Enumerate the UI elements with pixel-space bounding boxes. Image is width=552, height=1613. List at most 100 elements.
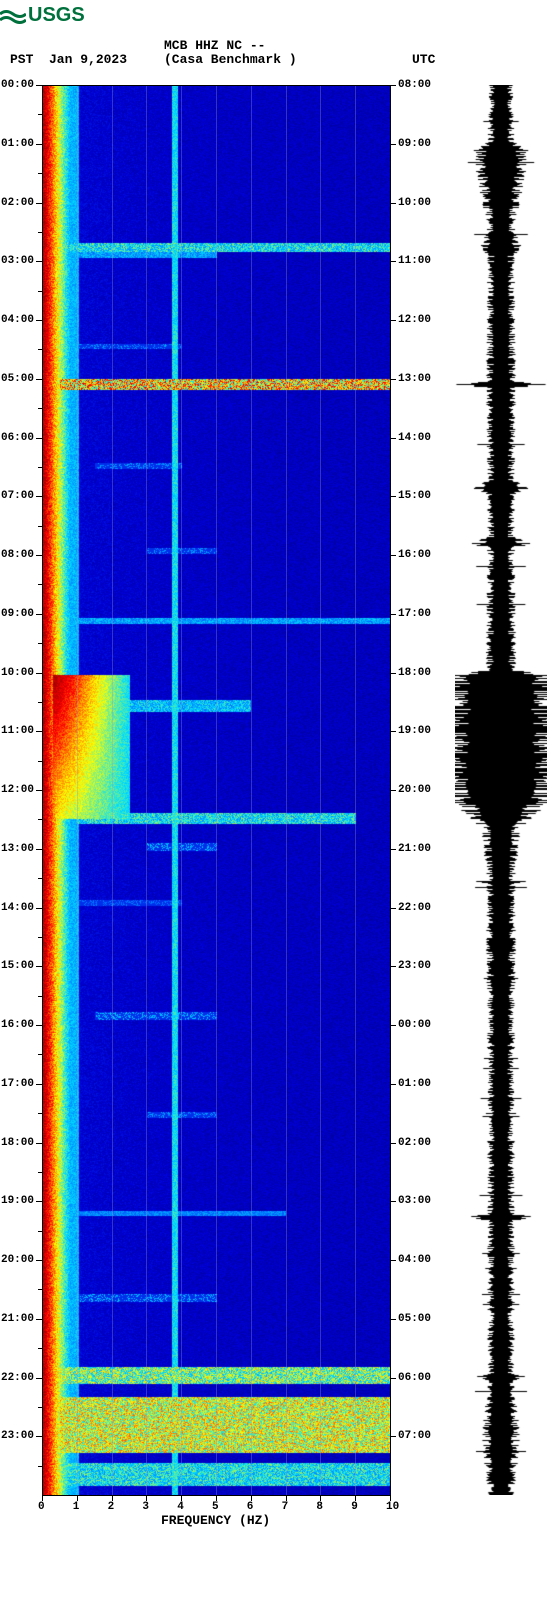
- gridline: [112, 85, 113, 1495]
- right-time-label: 02:00: [398, 1137, 431, 1149]
- right-tick: [390, 673, 396, 674]
- left-tick: [36, 1025, 42, 1026]
- right-tick: [390, 1143, 396, 1144]
- left-tick-minor: [38, 761, 42, 762]
- waveform-canvas: [455, 85, 547, 1495]
- logo-text: USGS: [28, 4, 85, 27]
- left-tick-minor: [38, 232, 42, 233]
- left-tick-minor: [38, 1407, 42, 1408]
- left-tick-minor: [38, 996, 42, 997]
- tz-date-left: PST Jan 9,2023: [10, 52, 127, 67]
- x-tick-label: 10: [386, 1501, 399, 1513]
- left-tick-minor: [38, 643, 42, 644]
- left-tick-minor: [38, 1172, 42, 1173]
- x-tick-label: 0: [38, 1501, 45, 1513]
- left-tick: [36, 379, 42, 380]
- right-time-label: 04:00: [398, 1254, 431, 1266]
- x-tick-label: 3: [142, 1501, 149, 1513]
- x-tick-label: 2: [108, 1501, 115, 1513]
- left-time-label: 21:00: [1, 1313, 34, 1325]
- right-tick: [390, 1025, 396, 1026]
- left-time-label: 19:00: [1, 1195, 34, 1207]
- left-time-label: 04:00: [1, 314, 34, 326]
- left-tick-minor: [38, 937, 42, 938]
- left-time-label: 02:00: [1, 197, 34, 209]
- right-time-label: 15:00: [398, 490, 431, 502]
- left-time-label: 11:00: [1, 725, 34, 737]
- wave-icon: [0, 7, 26, 25]
- left-tick: [36, 438, 42, 439]
- right-tick: [390, 1201, 396, 1202]
- left-time-label: 15:00: [1, 960, 34, 972]
- x-tick-label: 4: [177, 1501, 184, 1513]
- tz-right: UTC: [412, 52, 435, 67]
- right-tick: [390, 379, 396, 380]
- gridline: [320, 85, 321, 1495]
- right-time-label: 20:00: [398, 784, 431, 796]
- left-tick-minor: [38, 1289, 42, 1290]
- left-tick: [36, 320, 42, 321]
- right-time-label: 01:00: [398, 1078, 431, 1090]
- gridline: [216, 85, 217, 1495]
- left-time-label: 20:00: [1, 1254, 34, 1266]
- right-tick: [390, 1436, 396, 1437]
- right-tick: [390, 1319, 396, 1320]
- right-tick: [390, 85, 396, 86]
- gridline: [286, 85, 287, 1495]
- left-time-label: 17:00: [1, 1078, 34, 1090]
- right-tick: [390, 1378, 396, 1379]
- right-tick: [390, 849, 396, 850]
- right-tick: [390, 966, 396, 967]
- left-time-label: 22:00: [1, 1372, 34, 1384]
- left-tick: [36, 731, 42, 732]
- right-tick: [390, 261, 396, 262]
- left-time-label: 14:00: [1, 902, 34, 914]
- right-tick: [390, 496, 396, 497]
- right-tick: [390, 438, 396, 439]
- right-tick: [390, 555, 396, 556]
- right-time-label: 18:00: [398, 667, 431, 679]
- gridline: [146, 85, 147, 1495]
- right-tick: [390, 320, 396, 321]
- page: USGS MCB HHZ NC -- PST Jan 9,2023 (Casa …: [0, 0, 552, 1613]
- left-tick-minor: [38, 408, 42, 409]
- left-time-label: 09:00: [1, 608, 34, 620]
- station-name: (Casa Benchmark ): [164, 52, 297, 67]
- x-tick-label: 1: [73, 1501, 80, 1513]
- right-time-label: 03:00: [398, 1195, 431, 1207]
- right-time-label: 11:00: [398, 255, 431, 267]
- station-id: MCB HHZ NC --: [164, 38, 265, 53]
- left-tick: [36, 1201, 42, 1202]
- right-time-label: 22:00: [398, 902, 431, 914]
- left-time-label: 10:00: [1, 667, 34, 679]
- left-tick-minor: [38, 1113, 42, 1114]
- x-tick-label: 9: [351, 1501, 358, 1513]
- x-axis-label: FREQUENCY (HZ): [161, 1513, 270, 1528]
- left-tick: [36, 1436, 42, 1437]
- right-time-label: 13:00: [398, 373, 431, 385]
- waveform-panel: [455, 85, 547, 1495]
- right-time-label: 16:00: [398, 549, 431, 561]
- left-tick-minor: [38, 819, 42, 820]
- left-time-label: 03:00: [1, 255, 34, 267]
- left-tick: [36, 1378, 42, 1379]
- left-tick-minor: [38, 1231, 42, 1232]
- left-tick: [36, 849, 42, 850]
- x-tick-label: 6: [247, 1501, 254, 1513]
- left-tick: [36, 1143, 42, 1144]
- left-tick: [36, 261, 42, 262]
- gridline: [42, 85, 43, 1495]
- left-tick: [36, 673, 42, 674]
- left-tick: [36, 144, 42, 145]
- right-tick: [390, 731, 396, 732]
- left-tick-minor: [38, 1054, 42, 1055]
- right-time-label: 14:00: [398, 432, 431, 444]
- left-tick-minor: [38, 702, 42, 703]
- right-time-label: 10:00: [398, 197, 431, 209]
- left-tick: [36, 555, 42, 556]
- right-time-label: 08:00: [398, 79, 431, 91]
- right-tick: [390, 1260, 396, 1261]
- left-time-label: 16:00: [1, 1019, 34, 1031]
- right-time-label: 06:00: [398, 1372, 431, 1384]
- left-time-label: 01:00: [1, 138, 34, 150]
